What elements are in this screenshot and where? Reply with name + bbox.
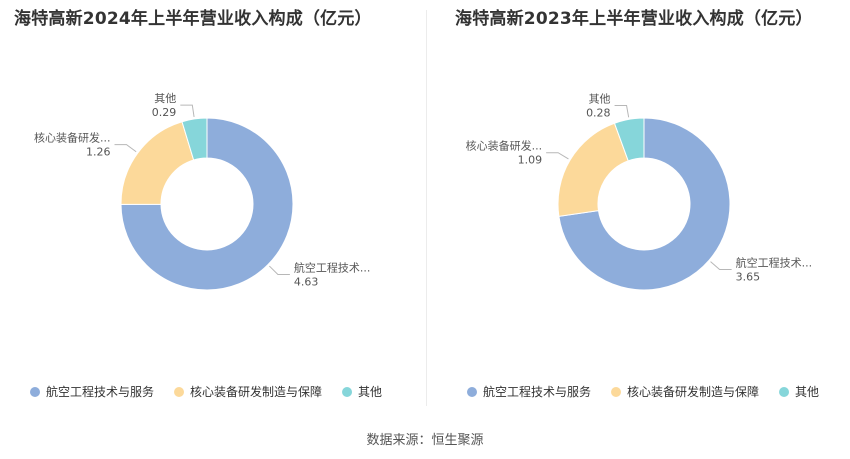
slice-aviation: [120, 117, 294, 291]
leader-line-other: [614, 105, 630, 118]
donut-chart-0: 航空工程技术...4.63 核心装备研发...1.26 其他0.29: [34, 92, 371, 291]
leader-line-equipment: [546, 152, 569, 160]
slice-value-other: 0.28: [586, 107, 611, 120]
slice-other: [181, 117, 208, 161]
legend-label-other: 其他: [795, 385, 819, 399]
legend-marker-other: [342, 387, 353, 397]
slice-other: [613, 117, 645, 162]
chart-title-2023: 海特高新2023年上半年营业收入构成（亿元）: [455, 9, 813, 29]
legend-label-equipment: 核心装备研发制造与保障: [627, 384, 759, 399]
slice-label-equipment: 核心装备研发...: [466, 139, 543, 153]
slice-value-other: 0.29: [152, 106, 177, 119]
legend-marker-aviation: [467, 387, 477, 397]
legend-label-aviation: 航空工程技术与服务: [483, 384, 591, 399]
slice-label-other: 其他: [589, 93, 611, 106]
legend-label-aviation: 航空工程技术与服务: [46, 384, 154, 399]
chart-title-2024: 海特高新2024年上半年营业收入构成（亿元）: [14, 9, 372, 29]
leader-line-aviation: [710, 261, 732, 270]
legend-marker-aviation: [30, 387, 40, 397]
leader-line-equipment: [114, 144, 137, 153]
donut-chart-1: 航空工程技术...3.65 核心装备研发...1.09 其他0.28: [466, 93, 813, 291]
slice-label-aviation: 航空工程技术...: [294, 261, 371, 275]
legend-marker-equipment: [174, 387, 185, 397]
slice-value-equipment: 1.09: [518, 154, 543, 167]
slice-equipment: [120, 121, 195, 205]
slice-label-equipment: 核心装备研发...: [34, 131, 111, 145]
slice-label-other: 其他: [154, 92, 176, 105]
legend-label-other: 其他: [358, 385, 382, 399]
slice-value-equipment: 1.26: [86, 146, 111, 159]
legend-0: 航空工程技术与服务 核心装备研发制造与保障 其他: [30, 384, 382, 399]
leader-line-other: [180, 104, 195, 118]
legend-marker-other: [779, 387, 790, 397]
slice-label-aviation: 航空工程技术...: [736, 255, 813, 269]
slice-value-aviation: 4.63: [294, 276, 319, 289]
legend-label-equipment: 核心装备研发制造与保障: [190, 384, 322, 399]
data-source: 数据来源：恒生聚源: [366, 433, 484, 448]
leader-line-aviation: [269, 265, 290, 276]
legend-1: 航空工程技术与服务 核心装备研发制造与保障 其他: [467, 384, 819, 399]
panel-divider: [426, 10, 427, 406]
slice-value-aviation: 3.65: [736, 270, 761, 283]
slice-aviation: [558, 117, 731, 291]
slice-equipment: [557, 122, 629, 217]
legend-marker-equipment: [611, 387, 622, 397]
